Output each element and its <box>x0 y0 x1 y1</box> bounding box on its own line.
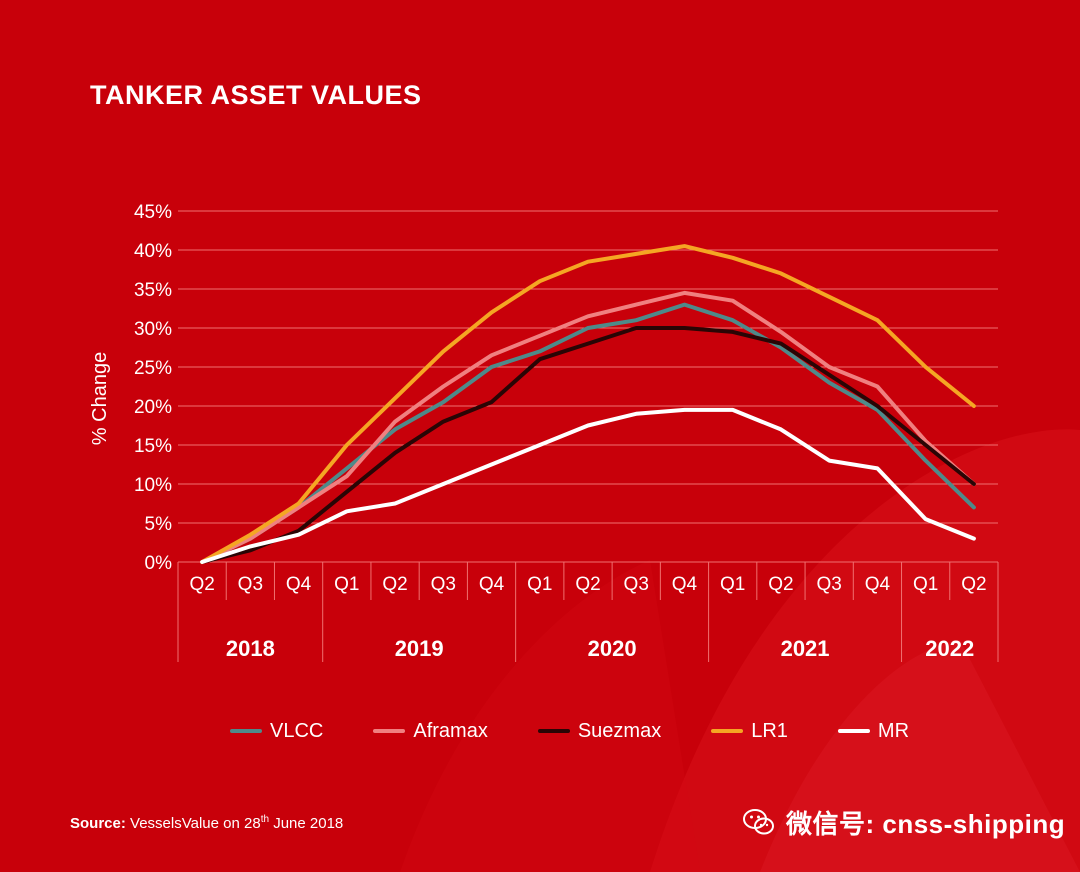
series-line-lr1 <box>200 244 976 564</box>
legend-swatch-suezmax <box>537 729 570 733</box>
series-line-mr <box>200 407 976 564</box>
legend-item-vlcc: VLCC <box>230 720 323 743</box>
x-tick-label: Q2 <box>575 574 600 595</box>
legend-swatch-vlcc <box>230 729 262 733</box>
x-tick-label: Q2 <box>382 574 407 595</box>
x-tick-label: Q2 <box>961 574 986 595</box>
legend-label-suezmax: Suezmax <box>577 719 662 742</box>
watermark-text: 微信号: cnss-shipping <box>786 808 1066 839</box>
y-tick-label: 15% <box>134 436 172 457</box>
legend-label-mr: MR <box>877 719 910 742</box>
x-tick-label: Q4 <box>479 574 505 595</box>
x-tick-label: Q3 <box>238 574 263 595</box>
y-tick-label: 45% <box>134 202 172 223</box>
x-year-label: 2019 <box>395 636 444 661</box>
legend-swatch-mr <box>837 729 870 733</box>
legend-item-lr1: LR1 <box>711 720 788 743</box>
x-tick-label: Q1 <box>913 574 938 595</box>
y-tick-label: 30% <box>134 319 172 340</box>
source-note: Source: VesselsValue on 28th June 2018 <box>70 814 343 832</box>
legend-item-aframax: Aframax <box>373 719 488 743</box>
x-tick-label: Q3 <box>816 574 841 595</box>
y-tick-label: 35% <box>134 280 172 301</box>
y-tick-label: 40% <box>134 241 172 262</box>
y-tick-label: 10% <box>134 475 172 496</box>
source-label: Source: <box>70 815 126 832</box>
series-line-aframax <box>200 290 976 564</box>
x-tick-label: Q4 <box>286 574 312 595</box>
wechat-icon <box>743 809 774 835</box>
y-tick-label: 25% <box>134 358 172 379</box>
y-axis-label: % Change <box>89 352 111 445</box>
legend-label-vlcc: VLCC <box>270 719 324 742</box>
series-line-vlcc <box>200 302 976 564</box>
legend-item-mr: MR <box>837 719 910 743</box>
source-tail: June 2018 <box>269 815 344 832</box>
series-line-suezmax <box>200 326 976 564</box>
legend-item-suezmax: Suezmax <box>537 719 662 743</box>
legend-swatch-lr1 <box>711 729 744 733</box>
y-tick-label: 5% <box>145 514 173 535</box>
source-text: VesselsValue on 28 <box>130 815 261 832</box>
y-tick-label: 0% <box>145 553 173 574</box>
y-tick-label: 20% <box>134 397 172 418</box>
x-tick-label: Q1 <box>720 574 745 595</box>
legend-label-lr1: LR1 <box>751 719 788 742</box>
x-tick-label: Q2 <box>768 574 793 595</box>
x-year-label: 2022 <box>925 636 974 661</box>
x-tick-label: Q4 <box>865 574 891 595</box>
x-tick-label: Q3 <box>624 574 649 595</box>
x-tick-label: Q2 <box>189 574 214 595</box>
watermark: 微信号: cnss-shipping <box>742 800 1065 844</box>
x-year-label: 2021 <box>781 636 830 661</box>
x-year-label: 2020 <box>588 636 637 661</box>
source-superscript: th <box>260 814 270 825</box>
legend-swatch-aframax <box>373 729 406 733</box>
x-tick-label: Q1 <box>527 574 552 595</box>
legend-label-aframax: Aframax <box>413 719 488 742</box>
x-year-label: 2018 <box>226 636 275 661</box>
x-tick-label: Q3 <box>431 574 456 595</box>
chart-title: TANKER ASSET VALUES <box>90 80 422 110</box>
x-tick-label: Q1 <box>334 574 359 595</box>
legend: VLCC Aframax Suezmax LR1 MR <box>230 716 959 746</box>
x-tick-label: Q4 <box>672 574 698 595</box>
